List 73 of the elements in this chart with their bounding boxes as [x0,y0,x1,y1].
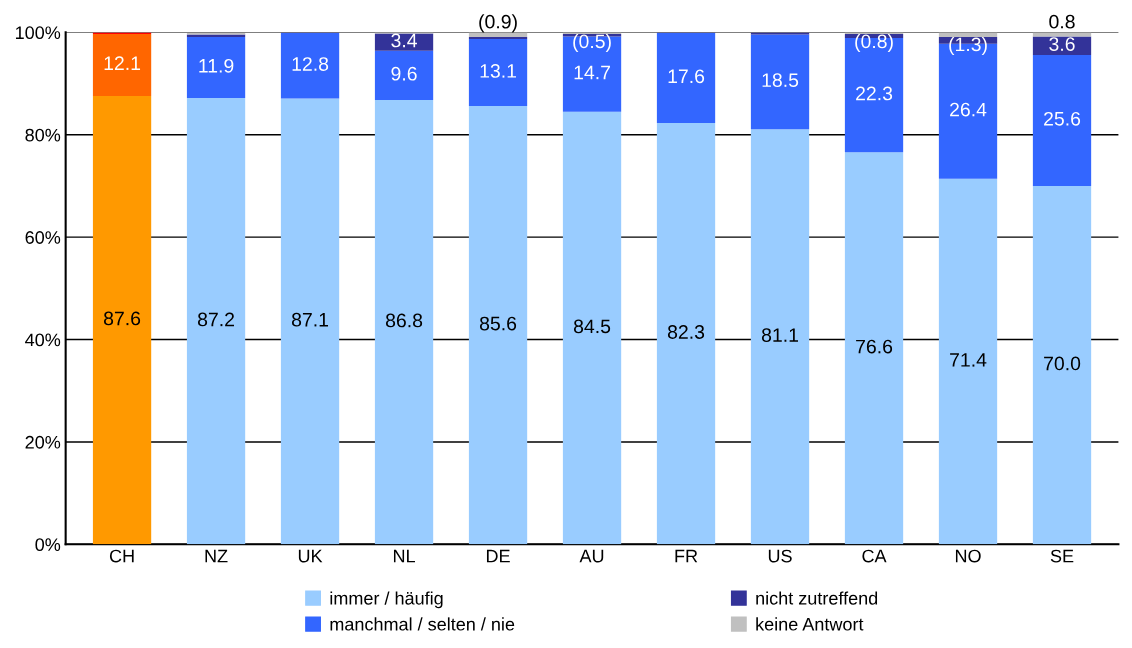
x-tick-label: AU [579,549,604,563]
data-label: (0.9) [479,14,517,33]
x-tick-label: DE [486,549,510,563]
x-tick-label: US [768,549,792,563]
data-label: 18.5 [762,73,799,88]
bar [1032,185,1092,545]
bar [750,34,810,130]
data-label: 12.1 [104,56,141,70]
data-label: 12.8 [292,57,329,71]
data-label: 86.8 [385,313,423,328]
data-label: 22.3 [856,86,893,101]
data-label: 82.3 [667,325,705,339]
bar [1032,36,1092,55]
data-label: 14.7 [574,65,610,80]
data-label: 13.1 [480,64,517,78]
data-label: 17.6 [668,69,705,84]
y-tick-label: 20% [25,435,61,449]
bar [92,95,152,545]
legend-label: manchmal / selten / nie [330,617,515,631]
bar [186,97,246,545]
y-tick-label: 80% [25,128,61,142]
bar [562,111,622,545]
data-label: 87.2 [197,312,234,327]
data-label: 25.6 [1044,111,1081,126]
bar [468,37,528,40]
data-label: 11.9 [199,58,234,73]
x-tick-label: NZ [205,549,228,563]
y-tick-label: 0% [35,538,61,552]
bar [280,98,340,545]
data-label: (1.3) [949,37,987,56]
x-tick-label: CH [109,549,134,563]
x-tick-label: CA [862,549,887,563]
legend-label: immer / häufig [330,591,443,609]
bar [280,32,340,99]
bar [1032,54,1092,186]
bar [92,33,152,96]
bar [468,106,528,545]
bar [186,37,246,98]
bar [374,50,434,100]
bar [468,39,528,107]
data-label: 81.1 [761,328,798,342]
x-tick-label: SE [1050,549,1074,563]
data-label: 87.1 [291,312,329,327]
x-tick-label: NO [955,549,981,563]
bar [938,178,998,545]
y-tick-label: 100% [15,26,61,40]
data-label: 26.4 [950,102,987,117]
legend-label: keine Antwort [756,617,864,631]
x-tick-label: UK [298,549,323,563]
data-label: 9.6 [391,66,417,81]
bar [656,32,716,124]
data-label: 0.8 [1049,14,1075,29]
data-label: 76.6 [856,339,893,354]
y-tick-label: 60% [25,231,61,244]
data-label: 85.6 [479,316,517,331]
x-tick-label: FR [675,549,698,563]
y-tick-label: 40% [25,333,61,347]
bar [750,129,810,545]
data-label: 87.6 [103,311,141,326]
x-tick-label: NL [393,549,415,563]
bar [656,123,716,545]
bar [562,36,622,112]
data-label: (0.5) [573,33,611,53]
data-label: 84.5 [573,319,611,334]
legend-label: nicht zutreffend [756,591,878,605]
bar [374,33,434,51]
data-label: 3.4 [391,33,417,48]
bar [844,152,904,545]
data-label: 71.4 [950,353,987,367]
data-label: 70.0 [1044,356,1081,371]
data-label: 3.6 [1049,37,1075,51]
bar [374,99,434,545]
data-label: (0.8) [855,33,893,53]
